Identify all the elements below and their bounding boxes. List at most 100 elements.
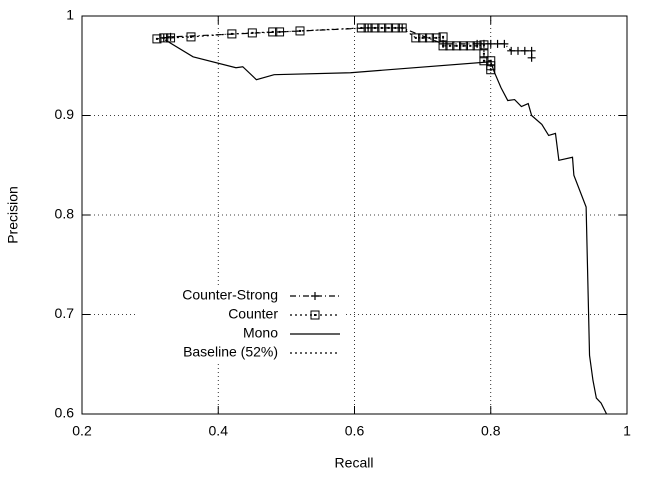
square-shape	[479, 49, 489, 59]
y-tick-label: 0.8	[55, 206, 75, 222]
square-dot	[448, 44, 451, 47]
square-shape	[438, 32, 448, 42]
square-shape	[452, 41, 462, 51]
square-marker	[486, 65, 496, 75]
plus-marker	[500, 39, 509, 48]
square-marker	[418, 33, 428, 43]
plus-shape	[493, 39, 502, 48]
square-marker	[472, 41, 482, 51]
square-shape	[397, 23, 407, 33]
square-shape	[431, 33, 441, 43]
square-marker	[377, 23, 387, 33]
x-tick-label: 1	[623, 423, 631, 439]
square-shape	[247, 28, 257, 38]
square-dot	[299, 29, 301, 32]
square-dot	[455, 44, 458, 47]
square-dot	[155, 37, 158, 40]
square-dot	[482, 52, 485, 55]
square-dot	[278, 30, 281, 33]
square-shape	[418, 33, 428, 43]
square-shape	[310, 310, 320, 320]
square-dot	[442, 35, 445, 38]
series-line	[163, 27, 533, 58]
square-marker	[268, 27, 278, 37]
plus-shape	[527, 46, 536, 55]
square-marker	[363, 23, 373, 33]
plus-marker	[514, 46, 522, 55]
square-shape	[486, 65, 496, 75]
square-marker	[247, 28, 257, 38]
legend-label: Counter	[228, 306, 278, 322]
square-shape	[295, 26, 305, 36]
square-marker	[438, 41, 448, 51]
y-axis-label: Precision	[5, 186, 21, 244]
square-marker	[152, 34, 162, 44]
square-marker	[452, 41, 462, 51]
square-marker	[159, 33, 169, 43]
square-shape	[152, 34, 162, 44]
square-shape	[227, 29, 237, 39]
legend-label: Baseline (52%)	[183, 344, 278, 360]
series-line	[164, 39, 608, 414]
square-marker	[438, 32, 448, 42]
plus-marker	[311, 292, 319, 300]
square-marker	[227, 29, 237, 39]
square-marker	[479, 56, 489, 66]
square-marker	[411, 33, 421, 43]
square-shape	[159, 33, 169, 43]
square-dot	[435, 36, 438, 39]
plus-shape	[507, 46, 516, 55]
square-dot	[394, 26, 397, 29]
square-marker	[390, 23, 400, 33]
plus-shape	[500, 39, 509, 48]
square-dot	[482, 43, 485, 46]
square-dot	[428, 36, 431, 39]
square-dot	[169, 36, 172, 39]
plus-shape	[527, 53, 536, 62]
square-dot	[401, 26, 404, 29]
x-tick-label: 0.6	[345, 423, 365, 439]
plus-marker	[493, 39, 502, 48]
square-marker	[295, 26, 305, 36]
x-tick-label: 0.4	[209, 423, 229, 439]
square-dot	[314, 314, 316, 316]
square-shape	[268, 27, 278, 37]
square-shape	[275, 27, 285, 37]
square-dot	[442, 44, 445, 47]
square-marker	[431, 33, 441, 43]
square-dot	[469, 44, 472, 47]
square-shape	[363, 23, 373, 33]
square-marker	[384, 23, 394, 33]
square-shape	[459, 41, 468, 51]
square-marker	[479, 49, 489, 59]
square-dot	[421, 36, 424, 39]
square-marker	[465, 41, 475, 51]
plus-marker	[527, 46, 536, 55]
square-shape	[377, 23, 387, 33]
square-shape	[356, 23, 366, 33]
square-dot	[367, 26, 370, 29]
square-dot	[360, 26, 363, 29]
square-dot	[489, 59, 492, 62]
square-shape	[186, 32, 196, 42]
y-tick-label: 0.7	[55, 305, 75, 321]
plus-shape	[520, 46, 529, 55]
legend-label: Mono	[243, 325, 278, 341]
square-dot	[271, 30, 274, 33]
square-dot	[482, 59, 485, 62]
square-marker	[310, 310, 320, 320]
legend-label: Counter-Strong	[182, 287, 278, 303]
square-dot	[251, 31, 254, 34]
square-shape	[472, 41, 482, 51]
square-marker	[445, 41, 455, 51]
square-dot	[230, 32, 233, 35]
square-marker	[356, 23, 366, 33]
square-shape	[384, 23, 394, 33]
square-marker	[424, 33, 434, 43]
plus-marker	[507, 46, 516, 55]
square-marker	[186, 32, 196, 42]
y-tick-label: 0.9	[55, 106, 75, 122]
square-marker	[166, 33, 176, 43]
